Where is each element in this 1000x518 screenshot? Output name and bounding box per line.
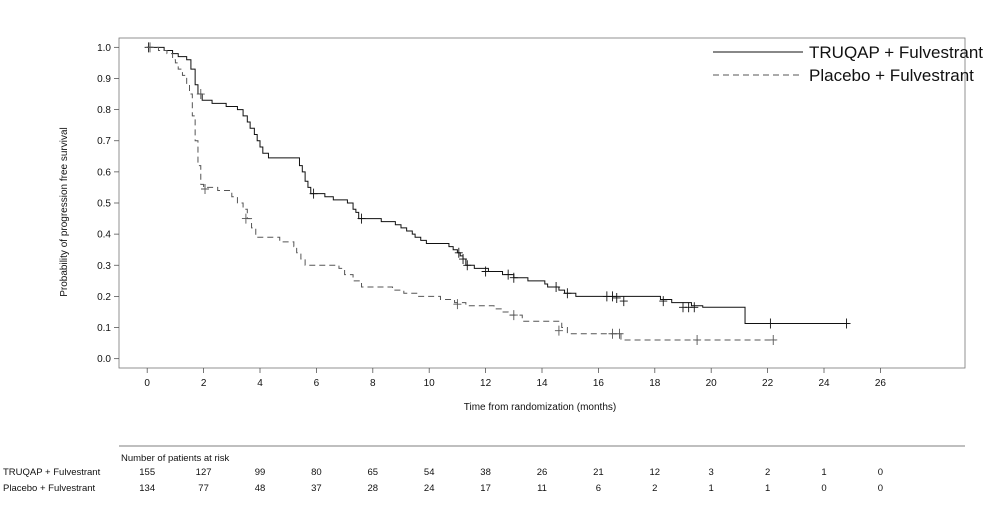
- risk-count: 77: [198, 483, 209, 494]
- censor-mark-placebo: [693, 334, 702, 345]
- y-tick-label: 0.4: [97, 230, 111, 241]
- x-axis-title: Time from randomization (months): [464, 402, 616, 413]
- risk-count: 2: [765, 467, 770, 478]
- risk-count: 37: [311, 483, 322, 494]
- censor-mark-placebo: [554, 325, 563, 336]
- risk-count: 134: [139, 483, 155, 494]
- x-tick-label: 10: [424, 378, 436, 389]
- censor-mark-placebo: [201, 183, 210, 194]
- x-tick-label: 0: [144, 378, 150, 389]
- x-axis: 0 2 4 6 8 10 12 14 16 18 20 22 24 26: [144, 368, 886, 389]
- risk-count: 48: [255, 483, 266, 494]
- legend-label-placebo: Placebo + Fulvestrant: [809, 66, 974, 85]
- x-tick-label: 20: [706, 378, 718, 389]
- risk-count: 28: [368, 483, 379, 494]
- censor-mark-placebo: [615, 328, 624, 339]
- legend-label-truqap: TRUQAP + Fulvestrant: [809, 43, 983, 62]
- censor-mark-placebo: [146, 42, 155, 53]
- risk-count: 12: [650, 467, 661, 478]
- risk-count: 127: [196, 467, 212, 478]
- censor-mark-placebo: [769, 334, 778, 345]
- risk-count: 1: [765, 483, 770, 494]
- y-tick-label: 0.2: [97, 292, 111, 303]
- censor-mark-truqap: [463, 260, 472, 271]
- x-tick-label: 18: [649, 378, 661, 389]
- censor-mark-truqap: [552, 282, 561, 293]
- risk-count: 24: [424, 483, 435, 494]
- censor-mark-placebo: [509, 310, 518, 321]
- x-tick-label: 8: [370, 378, 376, 389]
- y-tick-label: 0.3: [97, 261, 111, 272]
- x-tick-label: 12: [480, 378, 492, 389]
- censor-mark-truqap: [454, 247, 463, 258]
- censor-mark-truqap: [766, 318, 775, 329]
- risk-count: 155: [139, 467, 155, 478]
- censor-mark-truqap: [504, 269, 513, 280]
- km-curve-placebo: [147, 46, 777, 341]
- censor-mark-placebo: [608, 328, 617, 339]
- x-tick-label: 22: [762, 378, 774, 389]
- censor-mark-truqap: [509, 272, 518, 283]
- x-tick-label: 26: [875, 378, 887, 389]
- risk-count: 0: [821, 483, 826, 494]
- risk-row-label-placebo: Placebo + Fulvestrant: [3, 483, 96, 494]
- y-axis: 0.0 0.1 0.2 0.3 0.4 0.5 0.6 0.7 0.8 0.9 1.0: [97, 43, 119, 365]
- y-tick-label: 0.6: [97, 167, 111, 178]
- risk-count: 11: [537, 483, 547, 494]
- censor-mark-truqap: [459, 254, 468, 265]
- risk-count: 38: [480, 467, 491, 478]
- y-tick-label: 0.1: [97, 323, 111, 334]
- risk-count: 99: [255, 467, 266, 478]
- censor-mark-truqap: [357, 213, 366, 224]
- risk-count: 21: [593, 467, 604, 478]
- y-tick-label: 0.8: [97, 105, 111, 116]
- x-tick-label: 6: [314, 378, 320, 389]
- x-tick-label: 14: [536, 378, 548, 389]
- x-tick-label: 24: [818, 378, 830, 389]
- risk-count: 17: [480, 483, 491, 494]
- censor-mark-truqap: [612, 292, 621, 303]
- risk-count: 0: [878, 467, 883, 478]
- risk-count: 80: [311, 467, 322, 478]
- risk-count: 0: [878, 483, 883, 494]
- y-tick-label: 0.7: [97, 136, 111, 147]
- censor-mark-truqap: [690, 302, 699, 313]
- risk-count: 3: [709, 467, 714, 478]
- legend: TRUQAP + Fulvestrant Placebo + Fulvestra…: [713, 43, 983, 85]
- y-tick-label: 1.0: [97, 43, 111, 54]
- censor-mark-placebo: [196, 89, 205, 100]
- censor-mark-truqap: [481, 266, 490, 277]
- censor-mark-placebo: [241, 213, 250, 224]
- censor-mark-truqap: [563, 288, 572, 299]
- censor-mark-truqap: [842, 318, 851, 329]
- risk-count: 54: [424, 467, 435, 478]
- risk-count: 65: [368, 467, 379, 478]
- censor-mark-placebo: [453, 299, 462, 310]
- censor-mark-truqap: [309, 188, 318, 199]
- series-layer: [144, 42, 851, 345]
- risk-count: 1: [709, 483, 714, 494]
- risk-count: 1: [821, 467, 826, 478]
- risk-count: 6: [596, 483, 601, 494]
- plot-frame: [118, 37, 966, 369]
- x-tick-label: 16: [593, 378, 605, 389]
- risk-row-label-truqap: TRUQAP + Fulvestrant: [3, 467, 101, 478]
- risk-table-title: Number of patients at risk: [121, 453, 229, 464]
- km-curve-truqap: [147, 46, 850, 324]
- y-tick-label: 0.5: [97, 199, 111, 210]
- x-tick-label: 4: [257, 378, 263, 389]
- y-tick-label: 0.0: [97, 354, 111, 365]
- censor-mark-truqap: [619, 296, 628, 307]
- censor-mark-truqap: [608, 291, 617, 302]
- x-tick-label: 2: [201, 378, 207, 389]
- y-axis-title: Probability of progression free survival: [59, 127, 70, 297]
- risk-count: 2: [652, 483, 657, 494]
- y-tick-label: 0.9: [97, 74, 111, 85]
- censor-mark-truqap: [659, 296, 668, 307]
- risk-count: 26: [537, 467, 548, 478]
